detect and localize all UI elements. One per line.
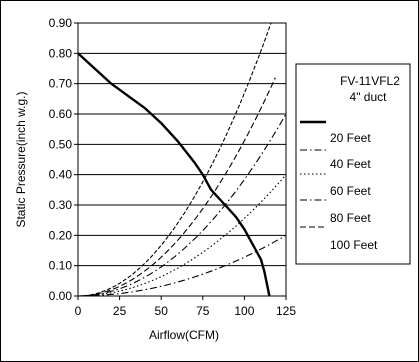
legend-label-2: 20 Feet — [330, 131, 371, 145]
series-line-4 — [77, 113, 287, 297]
y-tick-label: 0.80 — [49, 46, 73, 60]
legend-label-3: 40 Feet — [330, 157, 371, 171]
x-tick-label: 75 — [196, 304, 210, 318]
legend: FV-11VFL2 4" duct 20 Feet 40 Feet 60 Feet 80 … — [295, 63, 411, 265]
y-tick-label: 0.10 — [49, 259, 73, 273]
series-line-5 — [77, 77, 276, 297]
plot-border — [77, 22, 287, 297]
legend-label-1: 4" duct — [350, 90, 388, 104]
x-tick-label: 100 — [234, 304, 254, 318]
series-layer — [77, 22, 287, 297]
x-tick-labels: 0 25 50 75 100 125 — [75, 304, 297, 318]
y-tick-label: 0.90 — [49, 16, 73, 30]
y-tick-label: 0.30 — [49, 198, 73, 212]
legend-label-1: FV-11VFL2 — [340, 74, 400, 88]
legend-label-4: 60 Feet — [330, 184, 371, 198]
y-tick-label: 0.00 — [49, 289, 73, 303]
x-tick-label: 125 — [276, 304, 296, 318]
series-line-6 — [77, 22, 272, 297]
y-tick-labels: 0.00 0.10 0.20 0.30 0.40 0.50 0.60 0.70 0.80 0.90 — [49, 16, 73, 303]
y-axis-label: Static Pressure(inch w.g.) — [14, 91, 28, 227]
y-tick-label: 0.50 — [49, 137, 73, 151]
y-tick-label: 0.40 — [49, 168, 73, 182]
plot-area — [77, 22, 287, 297]
x-axis-label: Airflow(CFM) — [149, 328, 219, 342]
legend-box — [295, 63, 411, 265]
legend-label-5: 80 Feet — [330, 211, 371, 225]
y-tick-label: 0.60 — [49, 107, 73, 121]
grid-lines — [74, 22, 287, 300]
y-tick-label: 0.20 — [49, 228, 73, 242]
series-line-1 — [77, 52, 271, 297]
legend-label-6: 100 Feet — [330, 238, 378, 252]
x-tick-label: 0 — [75, 304, 82, 318]
series-line-2 — [78, 234, 287, 297]
y-tick-label: 0.70 — [49, 77, 73, 91]
x-tick-label: 25 — [113, 304, 127, 318]
x-tick-label: 50 — [155, 304, 169, 318]
